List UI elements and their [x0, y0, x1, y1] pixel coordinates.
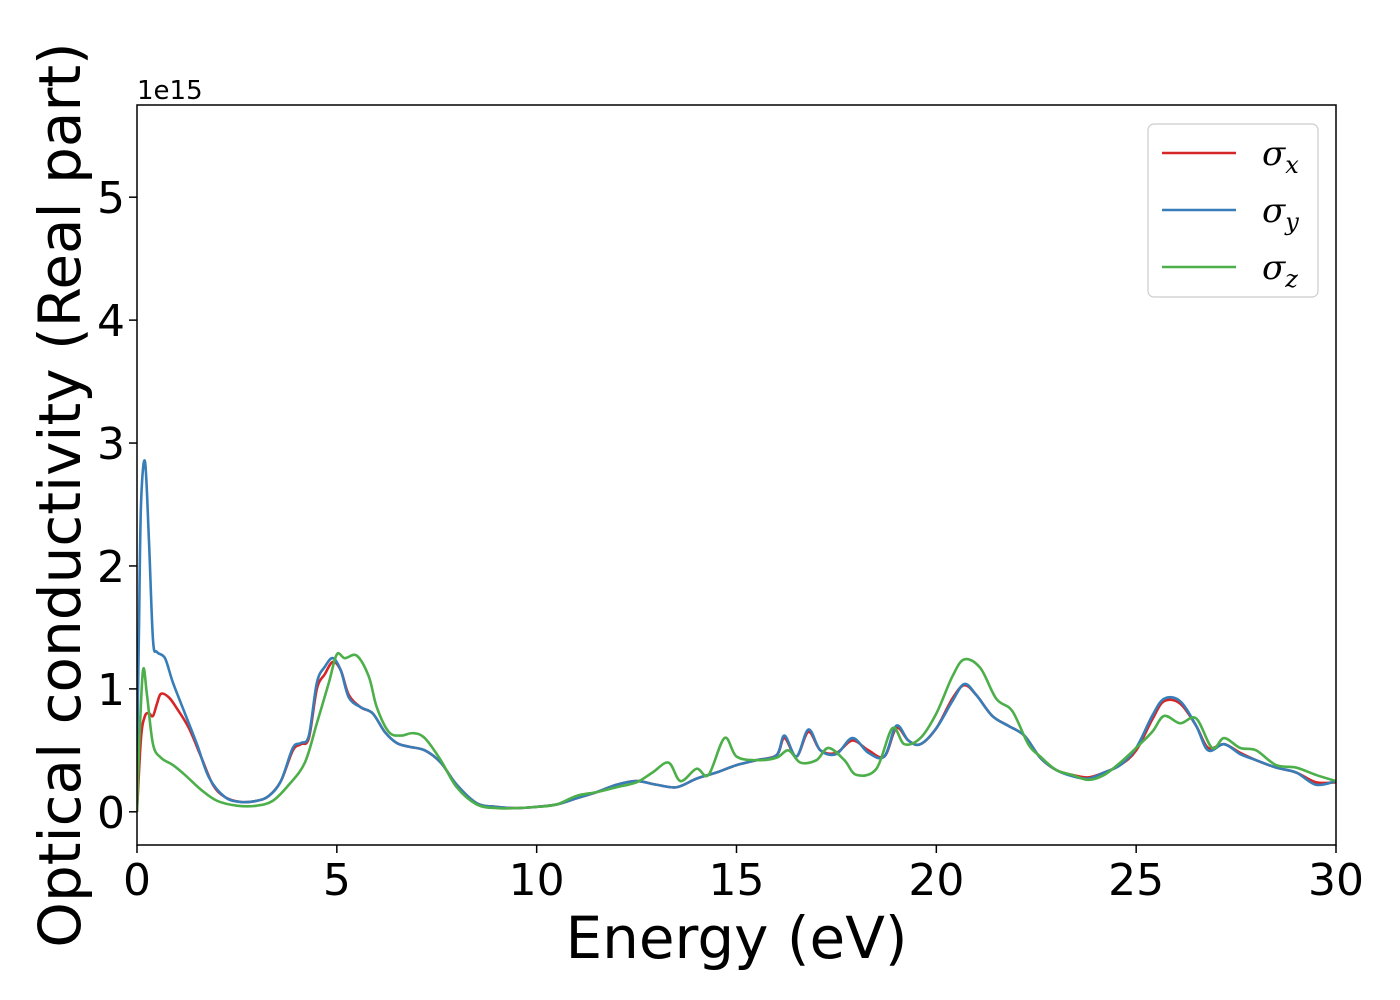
legend-label-x: σx [1262, 134, 1299, 179]
x-tick-label: 30 [1308, 855, 1364, 906]
legend: σx σy σz [1147, 123, 1319, 298]
series-line-y [137, 459, 1336, 810]
y-tick-label: 1 [97, 665, 125, 716]
y-tick-label: 4 [97, 296, 125, 347]
x-tick-label: 15 [709, 855, 765, 906]
x-tick-label: 20 [908, 855, 964, 906]
x-axis: 0 5 10 15 20 25 30 [123, 845, 1364, 906]
y-tick-label: 0 [97, 788, 125, 839]
y-offset-label: 1e15 [137, 76, 203, 106]
y-axis: 0 1 2 3 4 5 [97, 173, 137, 839]
x-axis-label: Energy (eV) [565, 904, 907, 972]
legend-label-y: σy [1262, 191, 1299, 236]
x-tick-label: 10 [509, 855, 565, 906]
x-tick-label: 0 [123, 855, 151, 906]
legend-label-z: σz [1262, 248, 1298, 293]
series-layer [137, 459, 1336, 812]
x-tick-label: 25 [1108, 855, 1164, 906]
y-axis-label: Optical conductivity (Real part) [26, 42, 94, 947]
x-tick-label: 5 [323, 855, 351, 906]
y-tick-label: 5 [97, 173, 125, 224]
series-line-z [137, 651, 1336, 812]
y-tick-label: 3 [97, 419, 125, 470]
y-tick-label: 2 [97, 542, 125, 593]
